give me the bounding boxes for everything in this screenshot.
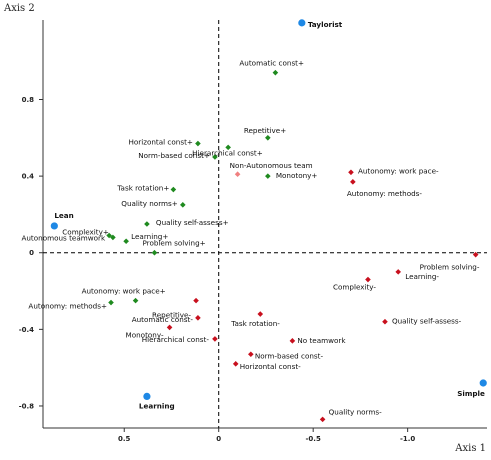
point-autonomy-work-pace [348, 169, 354, 176]
label-autonomous-teamwork: Autonomous teamwork [21, 233, 106, 242]
y-tick-label: 0.4 [22, 173, 35, 181]
label-learning: Learning [139, 401, 175, 410]
point-horizontal-const [232, 361, 239, 367]
label-quality-norms: Quality norms+ [121, 199, 178, 208]
point-monotony [166, 324, 173, 331]
label-horizontal-const: Horizontal const+ [128, 138, 192, 147]
label-autonomy-methods: Autonomy: methods+ [28, 302, 107, 311]
x-tick-label: -0.5 [306, 435, 321, 443]
label-learning: Learning- [405, 272, 439, 281]
label-automatic-const: Automatic const- [132, 315, 194, 324]
point-no-teamwork [289, 338, 296, 344]
point-automatic-const [272, 69, 279, 76]
point-hierarchical-const [225, 144, 231, 151]
point-simple [479, 379, 487, 387]
label-monotony: Monotony- [126, 330, 164, 339]
label-complexity: Complexity- [333, 283, 376, 292]
point-lean [50, 222, 58, 230]
point-horizontal-const [195, 140, 201, 147]
label-task-rotation: Task rotation+ [116, 184, 169, 193]
point-repetitive [193, 297, 199, 304]
point-complexity [110, 234, 116, 241]
axis-ticks: 0.5 0 -0.5 -1.0 0.8 0.4 0 -0.4 -0.8 [19, 96, 416, 443]
label-task-rotation: Task rotation- [230, 319, 280, 328]
x-tick-label: -1.0 [400, 435, 415, 443]
label-autonomy-methods: Autonomy: methods- [347, 189, 423, 198]
point-problem-solving [151, 249, 158, 256]
point-quality-norms [180, 202, 186, 208]
point-taylorist [298, 19, 306, 27]
label-autonomy-work-pace: Autonomy: work pace+ [82, 287, 166, 296]
label-repetitive: Repetitive- [152, 311, 191, 320]
x-tick-label: 0 [216, 435, 221, 443]
point-learning [143, 392, 151, 400]
point-quality-self-assess [382, 318, 388, 325]
label-problem-solving: Problem solving- [420, 263, 480, 272]
label-norm-based-const: Norm-based const- [255, 351, 324, 360]
label-horizontal-const: Horizontal const- [240, 362, 301, 371]
label-simple: Simple [457, 389, 485, 398]
label-learning: Learning+ [131, 232, 168, 241]
label-non-autonomous-team: Non-Autonomous team [230, 161, 313, 170]
point-automatic-const [195, 315, 201, 321]
data-points [50, 19, 487, 423]
point-autonomy-work-pace [132, 297, 139, 304]
point-complexity [365, 276, 371, 283]
label-automatic-const: Automatic const+ [239, 59, 304, 68]
point-norm-based-const [248, 351, 254, 358]
x-tick-label: 0.5 [118, 435, 131, 443]
label-autonomy-work-pace: Autonomy: work pace- [358, 166, 439, 175]
label-quality-self-assess: Quality self-assess+ [156, 218, 229, 227]
point-problem-solving [472, 251, 479, 258]
point-quality-norms [319, 416, 326, 423]
y-tick-label: 0.8 [22, 96, 35, 104]
point-task-rotation [170, 186, 177, 193]
point-quality-self-assess [144, 221, 150, 227]
point-task-rotation [257, 311, 264, 317]
y-tick-label: -0.4 [19, 326, 34, 334]
plot-frame [42, 20, 487, 429]
point-repetitive [265, 135, 271, 141]
label-no-teamwork: No teamwork [297, 336, 346, 345]
point-learning [395, 269, 401, 275]
label-repetitive: Repetitive+ [244, 126, 286, 135]
label-complexity: Complexity+ [62, 227, 109, 236]
label-quality-self-assess: Quality self-assess- [392, 317, 462, 326]
label-monotony: Monotony+ [276, 171, 318, 180]
point-monotony [265, 173, 271, 179]
point-autonomy-methods [108, 299, 114, 306]
y-tick-label: -0.8 [19, 402, 34, 410]
y-axis-title: Axis 2 [3, 3, 35, 14]
y-tick-label: 0 [29, 249, 34, 257]
point-autonomy-methods [350, 179, 356, 185]
label-quality-norms: Quality norms- [329, 407, 382, 416]
x-axis-title: Axis 1 [454, 443, 486, 454]
point-hierarchical-const [212, 336, 218, 342]
point-autonomous-teamwork [106, 232, 112, 239]
label-lean: Lean [54, 211, 73, 220]
point-labels: Automatic const+ Repetitive+ Hierarchical … [21, 20, 485, 417]
label-problem-solving: Problem solving+ [142, 239, 205, 248]
label-norm-based-const: Norm-based const+ [138, 151, 210, 160]
point-learning [123, 238, 129, 245]
point-non-autonomous-team [234, 171, 241, 177]
label-hierarchical-const: Hierarchical const- [142, 335, 210, 344]
point-norm-based-const [212, 154, 218, 160]
label-taylorist: Taylorist [308, 20, 343, 29]
label-hierarchical-const: Hierarchical const+ [192, 148, 263, 157]
